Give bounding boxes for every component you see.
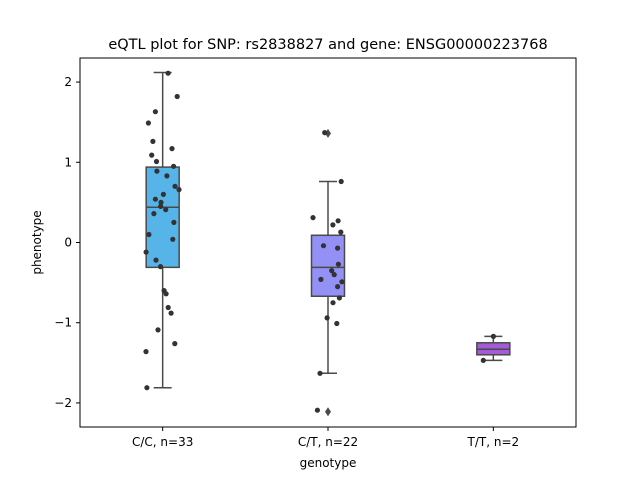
data-point [146,231,152,238]
plot-content [143,70,511,417]
y-tick-label: −1 [54,316,72,330]
data-point [172,341,178,347]
x-tick-label: C/T, n=22 [298,435,358,449]
data-point [318,276,324,282]
data-point [169,146,175,152]
data-point [314,407,320,413]
data-point [490,333,496,339]
data-point [335,284,341,290]
box-group [310,128,346,417]
data-point [163,207,169,213]
data-point [171,219,177,225]
data-point [334,320,340,327]
data-point [149,152,155,158]
data-point [336,295,342,301]
data-point [324,315,330,321]
y-tick-label: 1 [64,155,72,169]
y-tick-label: 2 [64,75,72,89]
data-point [331,272,337,278]
data-point [330,222,336,228]
data-point [172,183,178,189]
data-point [150,138,156,144]
data-point [144,385,150,391]
data-point [152,196,158,202]
data-point [160,191,166,197]
chart-title: eQTL plot for SNP: rs2838827 and gene: E… [108,37,547,53]
x-tick-label: C/C, n=33 [132,435,193,449]
x-axis-label: genotype [300,456,357,470]
data-point [174,93,180,100]
axis-ticks: C/C, n=33 C/T, n=22 T/T, n=2 −2 −1 0 1 2 [54,75,519,449]
x-tick-label: T/T, n=2 [467,435,520,449]
data-point [143,349,149,355]
data-point [338,229,344,235]
data-point [153,158,160,165]
data-point [338,178,344,185]
data-point [329,268,335,274]
data-point [153,257,159,263]
data-point [157,264,164,270]
data-point [335,245,341,251]
data-point [165,304,171,311]
data-point [322,130,328,136]
data-point [151,211,157,217]
data-point [163,291,169,297]
data-point [164,173,170,179]
y-tick-label: 0 [64,236,72,250]
data-point [170,236,176,242]
data-point [154,168,160,174]
box [145,166,180,269]
data-point [335,261,341,267]
data-point [310,215,316,221]
data-point [330,300,336,306]
outlier-marker [325,407,331,417]
box-group [476,333,511,363]
data-point [176,187,182,193]
box-group [143,70,182,391]
data-point [155,327,161,333]
y-tick-label: −2 [54,396,72,410]
data-point [317,370,323,376]
data-point [158,203,164,209]
data-point [165,70,171,76]
data-point [145,120,151,126]
data-point [158,199,164,205]
data-point [143,249,149,255]
data-point [339,279,345,285]
y-axis-label: phenotype [30,210,44,274]
data-point [152,109,158,115]
data-point [335,218,341,224]
data-point [168,310,174,316]
data-point [480,357,486,363]
data-point [171,163,177,169]
data-point [320,243,327,249]
